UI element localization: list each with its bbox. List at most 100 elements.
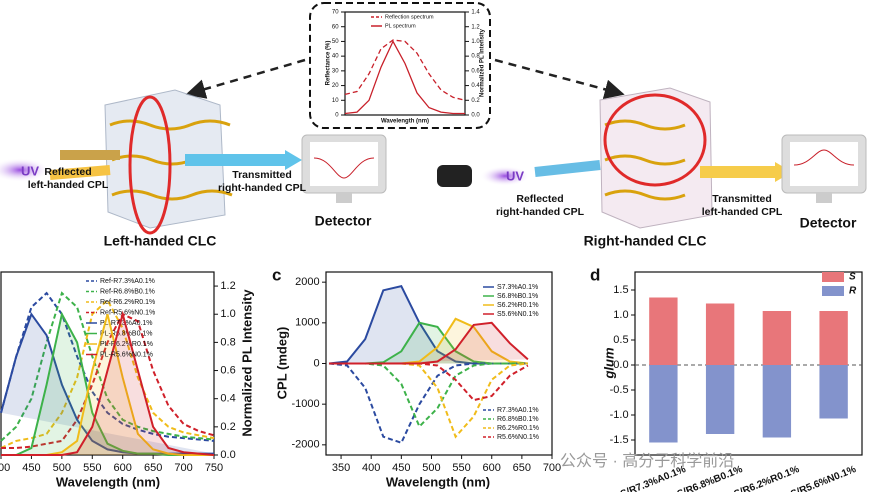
legend-label: Reflection spectrum [385,14,434,20]
y-tick-label: 70 [332,10,339,16]
y-tick-label: 0.4 [471,83,480,89]
y-tick-label: -2000 [291,439,319,451]
legend-label: Ref-R5.6%N0.1% [100,309,155,316]
legend-label: Ref-R6.2%R0.1% [100,299,155,306]
y-tick-label: 1.2 [220,280,235,292]
left-clc [0,89,302,235]
bar [762,311,792,365]
legend-label: PL-R6.8%B0.1% [100,330,153,337]
y-axis-label: Normalized PL Intensity [239,289,254,437]
y-tick-label: 0.8 [220,336,235,348]
x-tick-label: 700 [174,462,192,474]
detector-label: Detector [800,215,857,231]
legend-label: R6.8%B0.1% [497,416,539,423]
y-tick-label: 1.0 [613,309,628,321]
x-tick-label: 550 [452,462,470,474]
y-tick-label: 1.4 [471,10,480,16]
clc-title: Right-handed CLC [584,233,707,249]
x-axis-label: Wavelength (nm) [386,474,490,489]
legend-label: Ref-R7.3%A0.1% [100,278,155,285]
transmitted-label: left-handed CPL [702,206,783,218]
reflected-label: left-handed CPL [28,179,109,191]
x-axis-label: Wavelength (nm) [56,474,160,489]
x-tick-label: 450 [392,462,410,474]
reflected-label: Reflected [44,166,91,178]
y-tick-label: 0.4 [220,393,235,405]
bar [819,311,848,365]
x-tick-label: 500 [53,462,71,474]
legend-label: S5.6%N0.1% [497,311,539,318]
y-tick-label: 0.6 [220,364,235,376]
legend-label: PL spectrum [385,23,416,29]
transmitted-label: Transmitted [232,169,292,181]
y-tick-label: 0.0 [471,113,480,119]
x-tick-label: 750 [205,462,223,474]
reflected-label: right-handed CPL [496,206,585,218]
legend-label: PL-R7.3%A0.1% [100,320,153,327]
legend-label: PL-R6.2%R0.1% [100,341,153,348]
x-tick-label: 550 [83,462,101,474]
data-line [344,39,465,115]
y-tick-label: 0.8 [471,54,480,60]
y-tick-label: -1.0 [610,409,629,421]
y-tick-label: 1.0 [220,308,235,320]
x-tick-label: 500 [422,462,440,474]
clc-title: Left-handed CLC [104,233,217,249]
y-tick-label: 30 [332,68,339,74]
y-tick-label: 1.0 [471,39,480,45]
bar [649,297,678,365]
y-tick-label: 0.2 [220,421,235,433]
legend-label: S [849,272,856,283]
y-axis-label: CPL (mdeg) [274,327,289,400]
y-tick-label: -1000 [291,398,319,410]
y-axis-label: glum [601,347,616,379]
x-tick-label: 650 [144,462,162,474]
bar [762,365,792,438]
x-tick-label: 400 [362,462,380,474]
data-line [344,39,466,101]
detector-icon [301,134,387,203]
inset-frame [309,2,491,129]
x-tick-label: 600 [114,462,132,474]
data-line [1,312,215,449]
legend-label: Ref-R6.8%B0.1% [100,288,155,295]
y-tick-label: 1.5 [613,284,628,296]
bar [705,303,735,365]
plot-frame [344,11,466,116]
y-tick-label: 10 [332,98,339,104]
pointer-arrow [494,58,625,100]
transmitted-label: Transmitted [712,193,772,205]
y-tick-label: 0.0 [613,359,628,371]
y-tick-label: 1.2 [471,24,480,30]
legend-label: PL-R5.6%N0.1% [100,351,153,358]
legend-label: S7.3%A0.1% [497,284,538,291]
data-line [0,291,215,442]
x-tick-label: 650 [513,462,531,474]
detector-label: Detector [315,213,372,229]
y-tick-label: 1000 [295,317,319,329]
bar [649,365,678,443]
y-tick-label: 40 [332,54,339,60]
x-tick-label: 400 [0,462,10,474]
y2-axis-label: Normalized PL Intensity [480,28,486,97]
plot-frame [0,271,215,456]
x-tick-label: 450 [22,462,40,474]
plot-frame [634,271,863,456]
y-tick-label: 20 [332,83,339,89]
reflected-label: Reflected [516,193,563,205]
y-tick-label: 2000 [295,276,319,288]
right-clc [437,87,792,229]
bar [705,365,735,434]
pointer-arrow [185,58,306,99]
x-tick-label: 600 [483,462,501,474]
legend-label: R6.2%R0.1% [497,425,539,432]
y-tick-label: 0.6 [471,68,480,74]
y-tick-label: -0.5 [610,384,629,396]
legend-label: S6.2%R0.1% [497,302,539,309]
uv-label: UV [21,163,39,178]
legend-label: R5.6%N0.1% [497,434,539,441]
y-tick-label: 0.0 [220,449,235,461]
bar [819,365,848,419]
data-line [328,362,528,445]
